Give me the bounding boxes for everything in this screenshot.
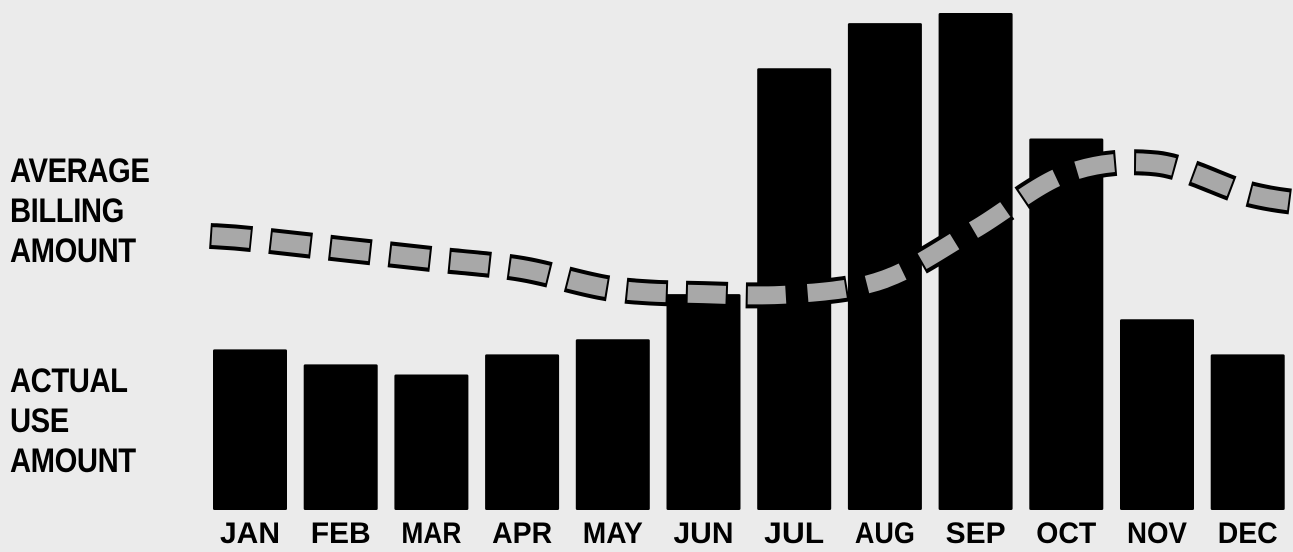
tick-label-feb: FEB [311,517,371,550]
actual-use-amount-label: ACTUAL USE AMOUNT [10,361,136,481]
bar-apr [485,354,560,510]
tick-label-jul: JUL [764,517,824,550]
average-billing-line [209,149,1293,309]
tick-label-nov: NOV [1127,517,1187,550]
tick-label-jun: JUN [674,517,734,550]
bar-nov [1120,319,1194,510]
average-line-fill [209,153,1293,305]
bar-jan [213,349,287,510]
tick-label-oct: OCT [1036,517,1096,550]
bar-dec [1210,354,1285,510]
average-label-line-3: AMOUNT [10,232,136,270]
tick-label-may: MAY [583,517,643,550]
tick-label-dec: DEC [1218,517,1278,550]
average-label-line-2: BILLING [10,192,124,230]
tick-label-mar: MAR [401,517,461,550]
bar-jul [757,68,832,510]
tick-label-sep: SEP [946,517,1006,550]
bar-sep [938,13,1013,510]
actual-label-line-3: AMOUNT [10,442,136,480]
tick-label-apr: APR [492,517,552,550]
bar-may [575,339,650,510]
tick-label-jan: JAN [220,517,280,550]
average-billing-amount-label: AVERAGE BILLING AMOUNT [10,151,150,271]
bar-group [213,13,1285,510]
average-label-line-1: AVERAGE [10,152,150,190]
x-tick-labels: JAN FEB MAR APR MAY JUN JUL AUG SEP OCT NOV DEC [220,517,1278,550]
bar-oct [1029,138,1104,510]
actual-label-line-2: USE [10,402,69,440]
average-line-outline [209,149,1293,309]
bar-feb [303,364,378,510]
bar-jun [666,294,741,510]
tick-label-aug: AUG [855,517,915,550]
bar-mar [394,374,469,510]
actual-label-line-1: ACTUAL [10,362,128,400]
